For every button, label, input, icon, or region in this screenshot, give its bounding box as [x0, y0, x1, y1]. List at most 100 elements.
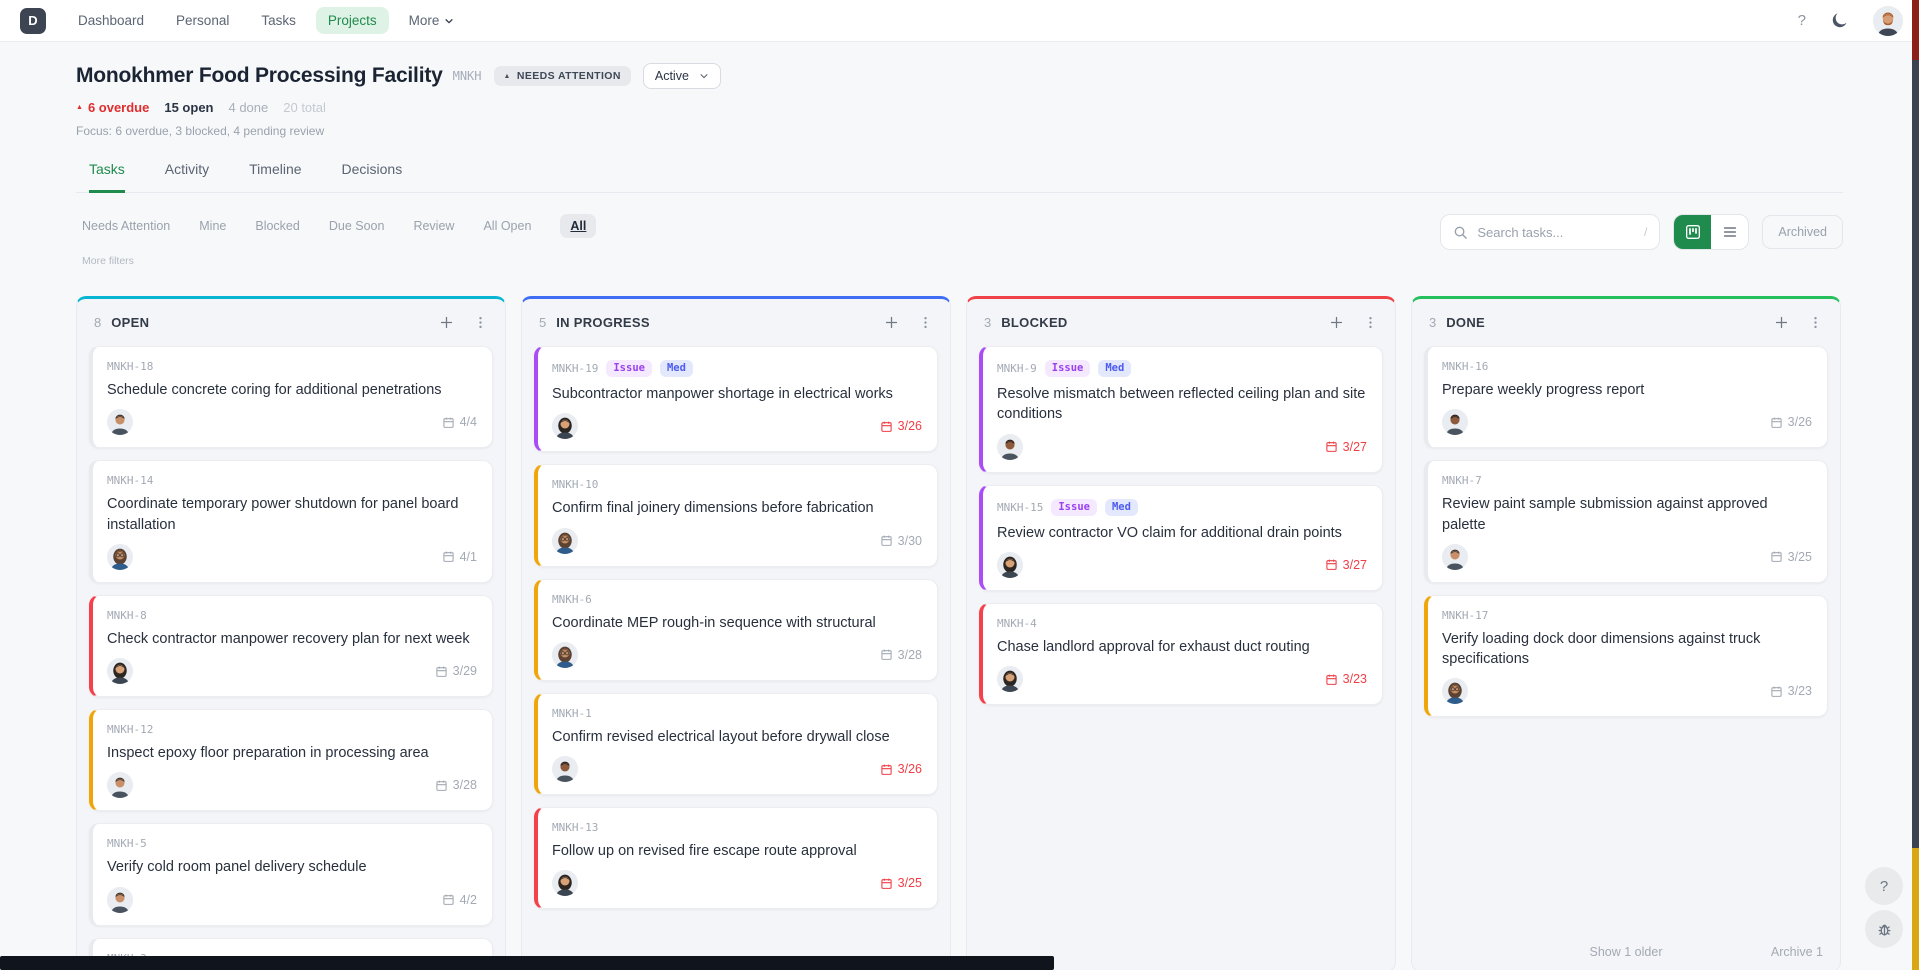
app-logo[interactable]: D: [20, 7, 46, 34]
card-footer: 4/2: [107, 886, 477, 913]
column-header: 8 OPEN: [77, 299, 505, 343]
filter-due-soon[interactable]: Due Soon: [328, 219, 385, 233]
due-date-text: 3/27: [1342, 557, 1367, 572]
task-card[interactable]: MNKH-4 Chase landlord approval for exhau…: [979, 602, 1383, 706]
archived-button[interactable]: Archived: [1762, 215, 1843, 249]
task-card[interactable]: MNKH-9 Issue Med Resolve mismatch between…: [979, 346, 1383, 473]
plus-icon: [885, 316, 898, 329]
task-card[interactable]: MNKH-1 Confirm revised electrical layout…: [534, 692, 938, 796]
column-title: BLOCKED: [1001, 315, 1068, 330]
vertical-scrollbar[interactable]: [1912, 0, 1919, 970]
task-card[interactable]: MNKH-18 Schedule concrete coring for add…: [89, 346, 493, 449]
task-card[interactable]: MNKH-7 Review paint sample submission ag…: [1424, 460, 1828, 583]
tab-decisions[interactable]: Decisions: [341, 161, 403, 177]
project-status-select[interactable]: Active: [642, 63, 721, 89]
task-card[interactable]: MNKH-12 Inspect epoxy floor preparation …: [89, 709, 493, 812]
task-card[interactable]: MNKH-17 Verify loading dock door dimensi…: [1424, 594, 1828, 718]
list-view-button[interactable]: [1711, 215, 1748, 249]
assignee-avatar[interactable]: [107, 543, 133, 570]
help-icon[interactable]: ?: [1797, 12, 1806, 29]
card-id-row: MNKH-10: [552, 478, 922, 491]
column-menu-button[interactable]: [1363, 315, 1378, 330]
task-id: MNKH-7: [1442, 474, 1482, 488]
nav-item-projects[interactable]: Projects: [315, 7, 389, 34]
card-footer: 3/25: [552, 870, 922, 897]
nav-item-more[interactable]: More: [397, 7, 467, 34]
assignee-avatar[interactable]: [552, 641, 578, 668]
assignee-avatar[interactable]: [552, 413, 578, 440]
task-card[interactable]: MNKH-6 Coordinate MEP rough-in sequence …: [534, 578, 938, 681]
search-input[interactable]: [1477, 224, 1636, 240]
assignee-avatar[interactable]: [997, 551, 1023, 578]
project-stats: ▲ 6 overdue 15 open 4 done 20 total: [76, 100, 1843, 115]
horizontal-scrollbar-thumb[interactable]: [0, 956, 1054, 970]
column-menu-button[interactable]: [473, 315, 488, 330]
assignee-avatar[interactable]: [997, 433, 1023, 460]
due-date-text: 3/30: [897, 533, 922, 548]
filters-area: Needs Attention Mine Blocked Due Soon Re…: [76, 214, 597, 267]
calendar-icon: [881, 650, 892, 661]
assignee-avatar[interactable]: [552, 756, 578, 783]
column-title: IN PROGRESS: [556, 315, 650, 330]
filter-review[interactable]: Review: [413, 219, 455, 233]
show-older-link[interactable]: Show 1 older: [1589, 945, 1663, 959]
column-menu-button[interactable]: [1808, 315, 1823, 330]
kanban-view-button[interactable]: [1674, 215, 1712, 249]
tab-tasks[interactable]: Tasks: [89, 161, 125, 193]
add-task-button[interactable]: [438, 314, 455, 331]
task-card[interactable]: MNKH-8 Check contractor manpower recover…: [89, 594, 493, 698]
add-task-button[interactable]: [1773, 314, 1790, 331]
task-card[interactable]: MNKH-16 Prepare weekly progress report 3…: [1424, 346, 1828, 449]
card-id-row: MNKH-18: [107, 360, 477, 373]
nav-item-dashboard[interactable]: Dashboard: [78, 13, 145, 28]
column-cards: MNKH-16 Prepare weekly progress report 3…: [1412, 343, 1840, 939]
filter-blocked[interactable]: Blocked: [255, 219, 300, 233]
user-avatar[interactable]: [1873, 5, 1903, 36]
nav-item-personal[interactable]: Personal: [176, 13, 230, 28]
calendar-icon: [442, 894, 454, 906]
help-fab[interactable]: ?: [1865, 867, 1903, 905]
assignee-avatar[interactable]: [1442, 409, 1468, 436]
nav-item-tasks[interactable]: Tasks: [261, 13, 296, 28]
due-date-text: 3/23: [1787, 684, 1812, 699]
dark-mode-moon-icon[interactable]: [1830, 11, 1849, 30]
add-task-button[interactable]: [1328, 314, 1345, 331]
task-card[interactable]: MNKH-13 Follow up on revised fire escape…: [534, 807, 938, 910]
card-id-row: MNKH-17: [1442, 609, 1812, 622]
assignee-avatar[interactable]: [107, 409, 133, 436]
task-card[interactable]: MNKH-10 Confirm final joinery dimensions…: [534, 464, 938, 567]
filter-needs-attention[interactable]: Needs Attention: [82, 219, 171, 233]
assignee-avatar[interactable]: [552, 527, 578, 554]
scrollbar-thumb[interactable]: [1912, 60, 1919, 848]
bug-report-fab[interactable]: [1865, 910, 1903, 948]
warning-triangle-icon: ▲: [76, 104, 83, 111]
column-actions: [883, 314, 933, 331]
more-filters-link[interactable]: More filters: [82, 255, 134, 267]
assignee-avatar[interactable]: [107, 658, 133, 685]
task-card[interactable]: MNKH-19 Issue Med Subcontractor manpower …: [534, 346, 938, 453]
tab-activity[interactable]: Activity: [164, 161, 210, 177]
calendar-icon: [442, 417, 454, 428]
tab-timeline[interactable]: Timeline: [249, 161, 302, 177]
assignee-avatar[interactable]: [107, 772, 133, 799]
tab-bar: Tasks Activity Timeline Decisions: [76, 161, 1843, 193]
due-date: 3/27: [1325, 440, 1367, 454]
task-card[interactable]: MNKH-15 Issue Med Review contractor VO cl…: [979, 484, 1383, 591]
assignee-avatar[interactable]: [1442, 678, 1468, 705]
assignee-avatar[interactable]: [107, 886, 133, 913]
project-header: Monokhmer Food Processing Facility MNKH …: [76, 63, 1843, 89]
column-menu-button[interactable]: [918, 315, 933, 330]
search-box[interactable]: /: [1440, 214, 1661, 250]
filter-mine[interactable]: Mine: [199, 219, 227, 233]
assignee-avatar[interactable]: [1442, 543, 1468, 570]
add-task-button[interactable]: [883, 314, 900, 331]
filter-all[interactable]: All: [560, 214, 597, 238]
task-card[interactable]: MNKH-5 Verify cold room panel delivery s…: [89, 823, 493, 926]
due-date: 3/23: [1325, 672, 1367, 686]
assignee-avatar[interactable]: [997, 666, 1023, 693]
assignee-avatar[interactable]: [552, 870, 578, 897]
archive-link[interactable]: Archive 1: [1770, 945, 1823, 959]
calendar-icon: [1771, 686, 1782, 697]
task-card[interactable]: MNKH-14 Coordinate temporary power shutd…: [89, 460, 493, 583]
filter-all-open[interactable]: All Open: [483, 219, 532, 233]
